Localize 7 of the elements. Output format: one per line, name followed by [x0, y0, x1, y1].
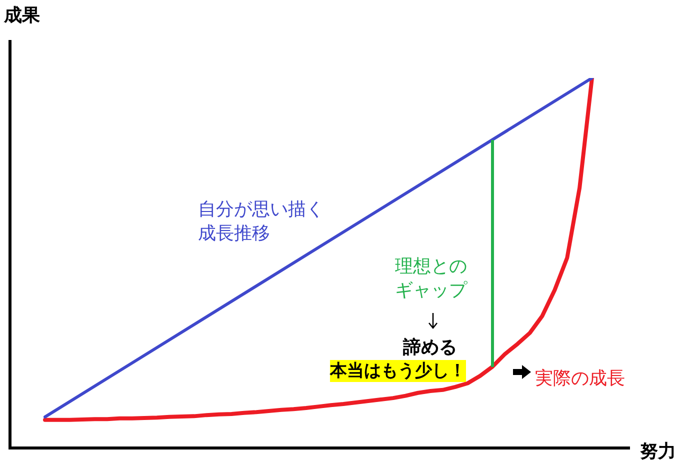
x-axis-title: 努力: [640, 440, 676, 464]
annotation: 自分が思い描く成長推移: [198, 198, 325, 246]
annotation: 理想とのギャップ: [395, 255, 468, 303]
annotation: 本当はもう少し！: [330, 360, 466, 382]
annotation: 諦める: [403, 336, 457, 360]
annotation: 実際の成長: [535, 367, 625, 391]
y-axis-title: 成果: [4, 4, 40, 28]
